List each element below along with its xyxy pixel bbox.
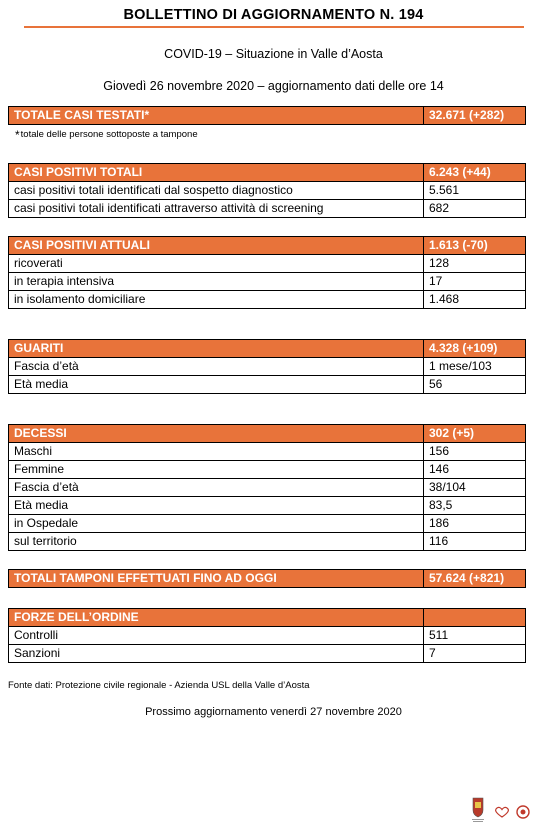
table-decessi: DECESSI 302 (+5) Maschi 156 Femmine 146 … — [8, 424, 526, 551]
bulletin-title: BOLLETTINO DI AGGIORNAMENTO N. 194 — [123, 7, 424, 23]
row-value: 56 — [423, 375, 526, 394]
row-label: casi positivi totali identificati attrav… — [8, 199, 424, 218]
table-row: Fascia d’età 1 mese/103 — [8, 357, 526, 376]
next-update-note: Prossimo aggiornamento venerdì 27 novemb… — [145, 706, 402, 718]
table-row: Età media 56 — [8, 375, 526, 394]
data-source: Fonte dati: Protezione civile regionale … — [8, 680, 310, 691]
row-value: 116 — [423, 532, 526, 551]
casi-positivi-attuali-label: CASI POSITIVI ATTUALI — [8, 236, 424, 255]
table-row: Controlli 511 — [8, 626, 526, 645]
title-divider — [24, 26, 524, 28]
table-row: casi positivi totali identificati dal so… — [8, 181, 526, 200]
row-value: 7 — [423, 644, 526, 663]
row-label: in Ospedale — [8, 514, 424, 533]
row-label: Femmine — [8, 460, 424, 479]
table-header-row: CASI POSITIVI ATTUALI 1.613 (-70) — [8, 236, 526, 255]
row-label: ricoverati — [8, 254, 424, 273]
row-label: Fascia d’età — [8, 357, 424, 376]
forze-ordine-label: FORZE DELL’ORDINE — [8, 608, 424, 627]
row-value: 83,5 — [423, 496, 526, 515]
table-guariti: GUARITI 4.328 (+109) Fascia d’età 1 mese… — [8, 339, 526, 394]
forze-ordine-value — [423, 608, 526, 627]
table-row: casi positivi totali identificati attrav… — [8, 199, 526, 218]
row-label: Età media — [8, 375, 424, 394]
row-label: Sanzioni — [8, 644, 424, 663]
totale-casi-testati-value: 32.671 (+282) — [423, 106, 526, 125]
row-label: Maschi — [8, 442, 424, 461]
decessi-value: 302 (+5) — [423, 424, 526, 443]
table-totali-tamponi: TOTALI TAMPONI EFFETTUATI FINO AD OGGI 5… — [8, 569, 526, 588]
table-row: Età media 83,5 — [8, 496, 526, 515]
round-emblem-icon — [516, 805, 530, 819]
table-header-row: GUARITI 4.328 (+109) — [8, 339, 526, 358]
row-value: 38/104 — [423, 478, 526, 497]
bulletin-subtitle: COVID-19 – Situazione in Valle d’Aosta — [164, 47, 383, 61]
footnote: *totale delle persone sottoposte a tampo… — [15, 128, 198, 142]
row-value: 682 — [423, 199, 526, 218]
table-row: in terapia intensiva 17 — [8, 272, 526, 291]
row-value: 1.468 — [423, 290, 526, 309]
table-header-row: FORZE DELL’ORDINE — [8, 608, 526, 627]
row-value: 146 — [423, 460, 526, 479]
table-header-row: TOTALE CASI TESTATI* 32.671 (+282) — [8, 106, 526, 125]
table-row: in Ospedale 186 — [8, 514, 526, 533]
casi-positivi-totali-value: 6.243 (+44) — [423, 163, 526, 182]
table-header-row: CASI POSITIVI TOTALI 6.243 (+44) — [8, 163, 526, 182]
table-casi-positivi-totali: CASI POSITIVI TOTALI 6.243 (+44) casi po… — [8, 163, 526, 218]
table-row: Sanzioni 7 — [8, 644, 526, 663]
table-row: Femmine 146 — [8, 460, 526, 479]
row-value: 1 mese/103 — [423, 357, 526, 376]
heart-logo-icon — [495, 806, 509, 818]
row-value: 156 — [423, 442, 526, 461]
table-header-row: TOTALI TAMPONI EFFETTUATI FINO AD OGGI 5… — [8, 569, 526, 588]
guariti-value: 4.328 (+109) — [423, 339, 526, 358]
bulletin-date-line: Giovedì 26 novembre 2020 – aggiornamento… — [103, 79, 444, 93]
table-row: in isolamento domiciliare 1.468 — [8, 290, 526, 309]
table-row: ricoverati 128 — [8, 254, 526, 273]
table-row: Fascia d’età 38/104 — [8, 478, 526, 497]
row-value: 128 — [423, 254, 526, 273]
guariti-label: GUARITI — [8, 339, 424, 358]
row-label: sul territorio — [8, 532, 424, 551]
totali-tamponi-value: 57.624 (+821) — [423, 569, 526, 588]
row-label: Età media — [8, 496, 424, 515]
casi-positivi-totali-label: CASI POSITIVI TOTALI — [8, 163, 424, 182]
table-row: Maschi 156 — [8, 442, 526, 461]
table-casi-positivi-attuali: CASI POSITIVI ATTUALI 1.613 (-70) ricove… — [8, 236, 526, 309]
decessi-label: DECESSI — [8, 424, 424, 443]
row-label: Fascia d’età — [8, 478, 424, 497]
regional-crest-icon — [472, 797, 484, 822]
table-forze-ordine: FORZE DELL’ORDINE Controlli 511 Sanzioni… — [8, 608, 526, 663]
row-value: 186 — [423, 514, 526, 533]
row-value: 511 — [423, 626, 526, 645]
totale-casi-testati-label: TOTALE CASI TESTATI* — [8, 106, 424, 125]
table-header-row: DECESSI 302 (+5) — [8, 424, 526, 443]
totali-tamponi-label: TOTALI TAMPONI EFFETTUATI FINO AD OGGI — [8, 569, 424, 588]
row-label: casi positivi totali identificati dal so… — [8, 181, 424, 200]
table-row: sul territorio 116 — [8, 532, 526, 551]
row-value: 17 — [423, 272, 526, 291]
row-value: 5.561 — [423, 181, 526, 200]
table-totale-casi-testati: TOTALE CASI TESTATI* 32.671 (+282) — [8, 106, 526, 125]
row-label: Controlli — [8, 626, 424, 645]
row-label: in terapia intensiva — [8, 272, 424, 291]
row-label: in isolamento domiciliare — [8, 290, 424, 309]
casi-positivi-attuali-value: 1.613 (-70) — [423, 236, 526, 255]
